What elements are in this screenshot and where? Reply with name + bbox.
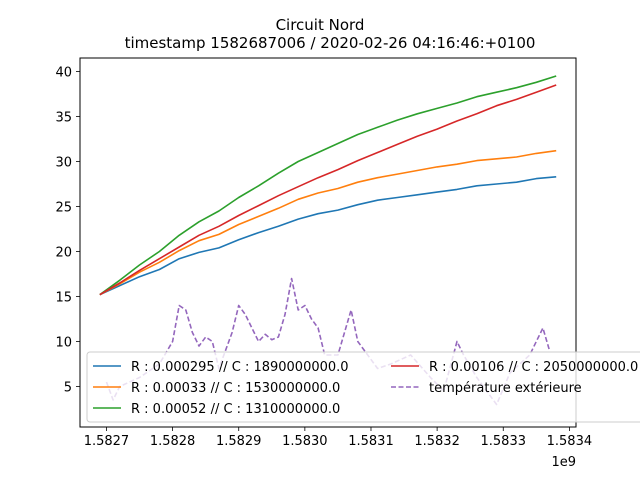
legend-label: température extérieure: [429, 381, 582, 396]
legend-box: [86, 351, 640, 423]
x-tick-label: 1.5829: [216, 434, 262, 449]
axes-frame: [79, 57, 577, 428]
x-tick-label: 1.5827: [84, 434, 130, 449]
series-line-4: [99, 84, 557, 296]
legend-label: R : 0.00052 // C : 1310000000.0: [131, 402, 340, 417]
y-tick-label: 30: [55, 156, 72, 171]
x-tick-label: 1.5834: [547, 434, 593, 449]
y-tick-label: 35: [55, 111, 72, 126]
y-tick-label: 20: [55, 246, 72, 261]
chart-subtitle: timestamp 1582687006 / 2020-02-26 04:16:…: [125, 34, 536, 52]
x-axis: 1.5827 1.5828 1.5829 1.5830 1.5831 1.5832 1.58…: [84, 427, 592, 449]
y-tick-label: 10: [55, 336, 72, 351]
series-line-1: [99, 176, 557, 296]
legend-label: R : 0.00106 // C : 2050000000.0: [429, 360, 638, 375]
y-tick-label: 5: [64, 381, 72, 396]
legend: R : 0.000295 // C : 1890000000.0 R : 0.00…: [86, 351, 640, 423]
x-tick-label: 1.5832: [414, 434, 460, 449]
chart-title: Circuit Nord: [276, 16, 365, 34]
x-axis-offset-label: 1e9: [551, 455, 576, 470]
series-line-3: [99, 75, 557, 296]
x-tick-label: 1.5828: [150, 434, 196, 449]
x-tick-label: 1.5833: [481, 434, 527, 449]
y-tick-label: 25: [55, 201, 72, 216]
y-tick-label: 40: [55, 66, 72, 81]
legend-label: R : 0.000295 // C : 1890000000.0: [131, 360, 349, 375]
legend-label: R : 0.00033 // C : 1530000000.0: [131, 381, 340, 396]
y-axis: 5 10 15 20 25 30 35 40: [55, 66, 80, 396]
x-tick-label: 1.5831: [348, 434, 394, 449]
y-tick-label: 15: [55, 291, 72, 306]
x-tick-label: 1.5830: [282, 434, 328, 449]
series-line-2: [99, 149, 557, 296]
